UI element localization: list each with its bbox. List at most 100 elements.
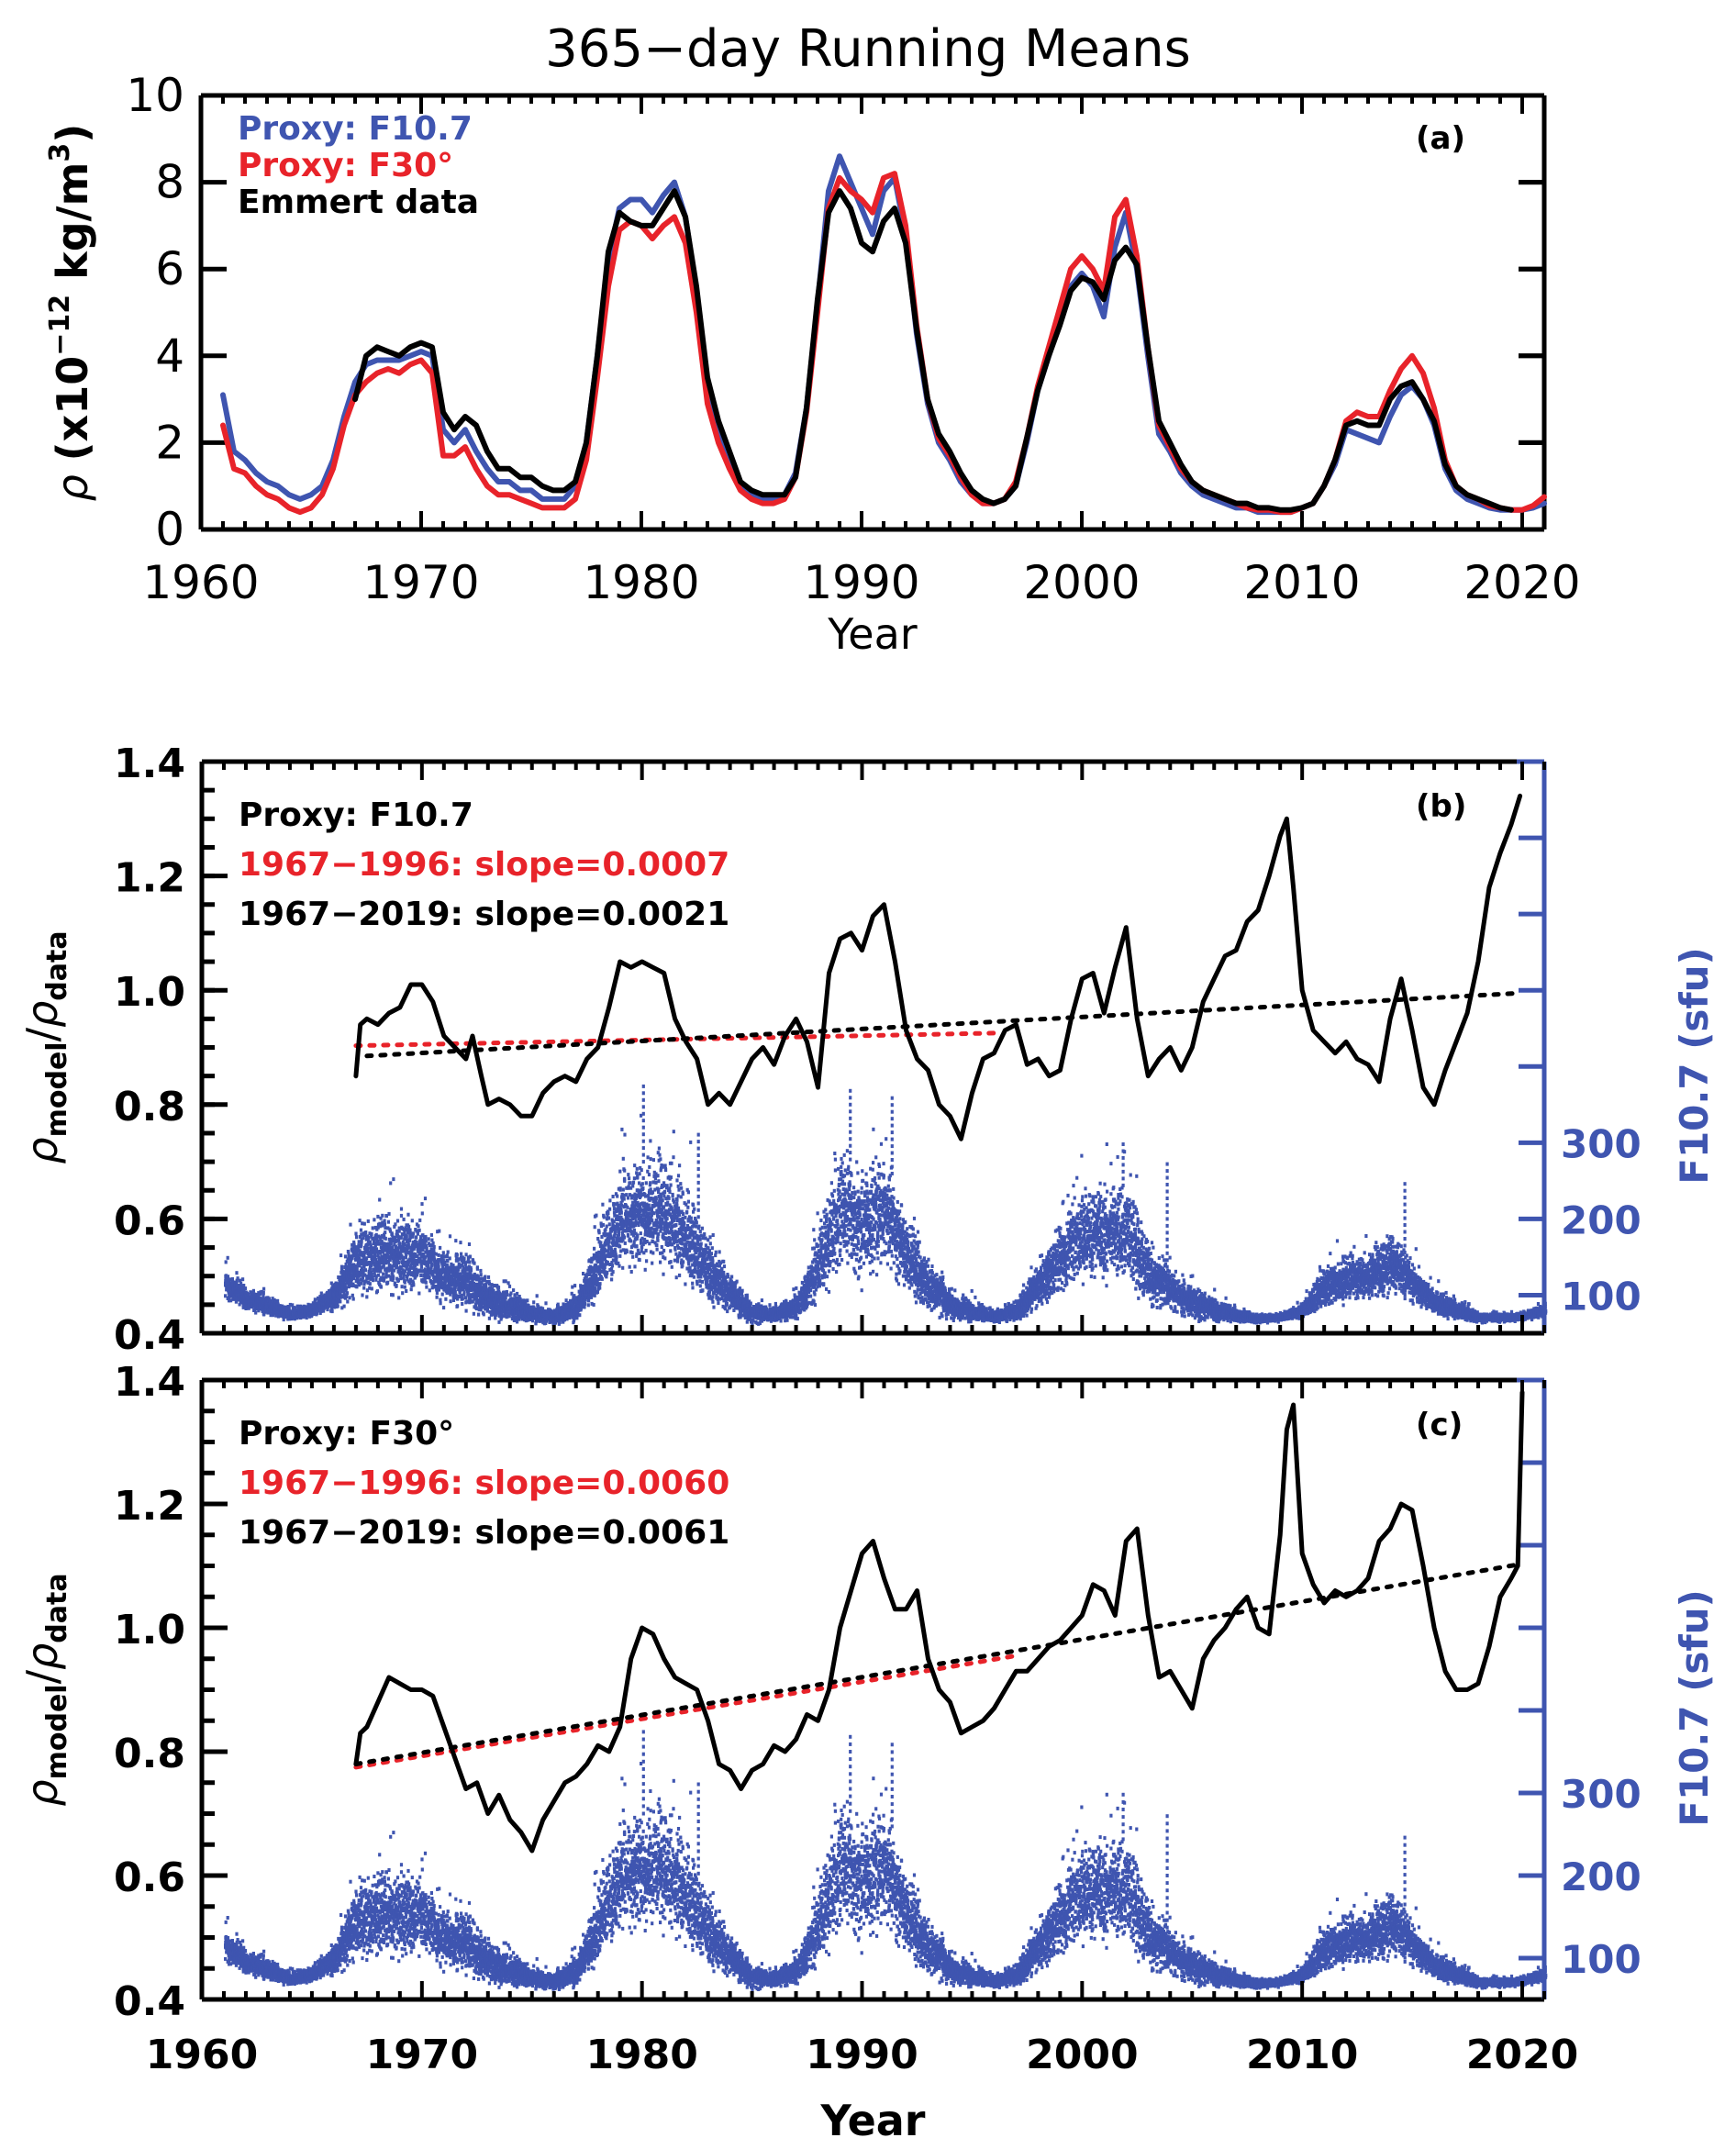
f107-point: [397, 1296, 401, 1300]
f107-point: [462, 1290, 466, 1295]
f107-point: [610, 1264, 615, 1268]
f107-point: [608, 1198, 612, 1203]
f107-point: [358, 1234, 362, 1239]
f107-point: [424, 1280, 428, 1285]
f107-point: [397, 1253, 401, 1258]
f107-point: [387, 1274, 391, 1278]
f107-point: [363, 1273, 367, 1277]
f107-point: [602, 1215, 606, 1219]
f107-point: [393, 1242, 396, 1247]
f107-point: [648, 1242, 651, 1246]
f107-point: [374, 1277, 378, 1282]
f107-point: [322, 1306, 326, 1310]
f107-point: [334, 1281, 338, 1286]
f107-point: [462, 1256, 466, 1261]
f107-point: [371, 1278, 375, 1283]
f107-point: [468, 1260, 472, 1264]
f107-point: [506, 1293, 509, 1297]
f107-point: [361, 1258, 364, 1263]
f107-point: [439, 1297, 442, 1302]
f107-point: [403, 1285, 406, 1289]
f107-point: [361, 1278, 364, 1283]
f107-point: [357, 1240, 361, 1244]
f107-point: [614, 1228, 618, 1232]
f107-point: [294, 1306, 297, 1310]
ylabel-mid: kg/m: [48, 162, 97, 295]
f107-point: [381, 1250, 384, 1254]
f107-point: [311, 1301, 315, 1306]
f107-point: [329, 1281, 333, 1286]
f107-point: [442, 1254, 447, 1259]
f107-point: [607, 1222, 611, 1227]
f107-point: [226, 1255, 229, 1260]
f107-point: [369, 1275, 373, 1279]
f107-point: [532, 1300, 536, 1305]
f107-point: [384, 1245, 387, 1250]
f107-point: [293, 1317, 296, 1321]
f107-point: [378, 1197, 382, 1202]
f107-point: [349, 1259, 352, 1264]
f107-point: [305, 1316, 308, 1320]
f107-point: [444, 1297, 448, 1301]
f107-point: [441, 1251, 445, 1255]
f107-point: [235, 1280, 239, 1285]
f107-point: [348, 1284, 351, 1288]
f107-point: [479, 1268, 483, 1273]
f107-point: [370, 1272, 373, 1276]
f107-point: [341, 1278, 345, 1283]
f107-point: [506, 1281, 510, 1286]
f107-point: [318, 1311, 322, 1315]
f107-point: [606, 1216, 611, 1220]
f107-point: [360, 1240, 363, 1244]
chart-title: 365−day Running Means: [545, 19, 1191, 79]
f107-point: [317, 1296, 320, 1300]
f107-point: [330, 1309, 334, 1314]
f107-point: [242, 1304, 246, 1308]
f107-point: [373, 1251, 377, 1255]
f107-point: [371, 1226, 374, 1230]
f107-point: [626, 1205, 629, 1209]
f107-point: [401, 1291, 405, 1296]
f107-point: [469, 1272, 473, 1275]
f107-point: [392, 1264, 396, 1268]
f107-point: [239, 1285, 242, 1289]
f107-point: [353, 1264, 357, 1268]
f107-point: [383, 1222, 386, 1227]
f107-point: [593, 1246, 596, 1251]
f107-point: [313, 1299, 317, 1304]
f107-point: [573, 1294, 576, 1298]
f107-point: [376, 1225, 380, 1230]
f107-point: [473, 1261, 476, 1265]
f107-point: [366, 1219, 370, 1223]
f107-point: [369, 1242, 373, 1247]
f107-point: [373, 1240, 376, 1244]
f107-point: [224, 1274, 228, 1278]
f107-point: [639, 1231, 642, 1236]
f107-point: [434, 1252, 438, 1256]
x-tick-label: 1960: [142, 556, 259, 609]
f107-point: [355, 1276, 360, 1281]
f107-point: [496, 1286, 501, 1290]
f107-point: [371, 1236, 374, 1241]
f107-point: [621, 1265, 625, 1270]
f107-point: [360, 1237, 363, 1242]
f107-point: [346, 1276, 350, 1281]
f107-point: [361, 1252, 364, 1256]
f107-point: [299, 1304, 303, 1308]
f107-point: [573, 1284, 577, 1288]
f107-point: [286, 1317, 290, 1321]
f107-point: [629, 1239, 632, 1243]
f107-point: [343, 1254, 348, 1259]
f107-point: [262, 1286, 266, 1291]
f107-point: [395, 1251, 398, 1255]
f107-point: [376, 1214, 380, 1219]
f107-point: [341, 1295, 345, 1299]
f107-point: [369, 1264, 373, 1268]
f107-point: [632, 1176, 636, 1181]
f107-point: [235, 1271, 239, 1275]
y-tick-label: 10: [126, 69, 184, 122]
f107-point: [368, 1253, 372, 1257]
f107-point: [356, 1271, 360, 1275]
f107-point: [357, 1243, 361, 1248]
f107-point: [236, 1276, 239, 1281]
